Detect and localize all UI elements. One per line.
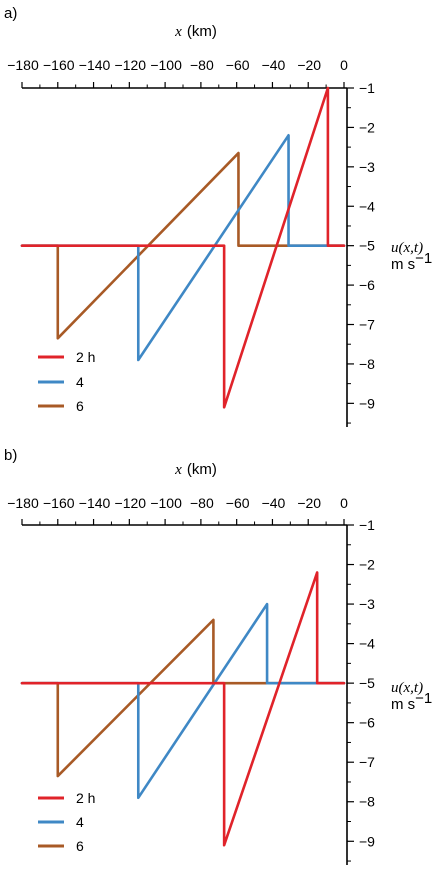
- y-tick-label: −2: [359, 557, 375, 573]
- y-axis-unit: m s−1: [391, 250, 432, 273]
- series-line-6: [20, 618, 346, 778]
- x-tick-label: −40: [262, 495, 286, 511]
- y-axis-unit-exponent: −1: [415, 690, 432, 707]
- y-tick-label: −1: [359, 80, 375, 96]
- y-tick-label: −5: [359, 238, 375, 254]
- x-tick-label: −140: [79, 57, 111, 73]
- x-tick-label: −160: [43, 495, 75, 511]
- x-tick-label: −20: [297, 495, 321, 511]
- panel-label: a): [4, 5, 17, 22]
- y-axis-unit-exponent: −1: [415, 250, 432, 267]
- legend-label: 2 h: [76, 790, 95, 806]
- x-tick-label: −80: [190, 495, 214, 511]
- y-tick-label: −2: [359, 119, 375, 135]
- x-tick-label: 0: [340, 57, 348, 73]
- x-axis-unit: (km): [187, 23, 217, 40]
- y-tick-label: −3: [359, 159, 375, 175]
- panel-b: b) x (km) −180 −160 −140 −120 −100 −80 −60 −40 −20 0…: [4, 447, 432, 865]
- y-axis-label: u(x,t): [391, 680, 423, 696]
- y-axis-unit: m s−1: [391, 690, 432, 713]
- x-tick-label: −180: [7, 495, 39, 511]
- legend-label: 4: [76, 374, 84, 390]
- y-tick-label: −3: [359, 596, 375, 612]
- legend: 2 h 4 6: [38, 349, 95, 414]
- x-tick-label: −120: [115, 495, 147, 511]
- x-tick-label: −80: [190, 57, 214, 73]
- y-tick-label: −9: [359, 395, 375, 411]
- y-tick-label: −7: [359, 754, 375, 770]
- x-axis-variable: x: [174, 24, 182, 40]
- x-axis-title: x (km): [174, 461, 217, 478]
- legend-label: 6: [76, 838, 84, 854]
- series-line-2h: [20, 86, 346, 409]
- legend-label: 4: [76, 814, 84, 830]
- legend-label: 2 h: [76, 349, 95, 365]
- y-tick-label: −7: [359, 317, 375, 333]
- x-tick-label: −60: [226, 57, 250, 73]
- y-tick-label: −8: [359, 356, 375, 372]
- y-axis-label: u(x,t): [391, 240, 423, 256]
- y-axis-unit-base: m s: [391, 256, 415, 273]
- x-tick-label: −20: [297, 57, 321, 73]
- legend-label: 6: [76, 398, 84, 414]
- y-tick-label: −6: [359, 277, 375, 293]
- y-tick-label: −1: [359, 517, 375, 533]
- x-axis-title: x (km): [174, 23, 217, 40]
- x-tick-label: −180: [7, 57, 39, 73]
- y-tick-label: −6: [359, 715, 375, 731]
- x-tick-label: −40: [262, 57, 286, 73]
- x-axis-unit: (km): [187, 461, 217, 478]
- series-line-2h: [20, 571, 346, 847]
- x-tick-label: 0: [340, 495, 348, 511]
- legend: 2 h 4 6: [38, 790, 95, 854]
- x-tick-label: −100: [150, 495, 182, 511]
- x-axis-variable: x: [174, 462, 182, 478]
- x-tick-label: −160: [43, 57, 75, 73]
- y-tick-label: −4: [359, 636, 375, 652]
- y-tick-label: −8: [359, 794, 375, 810]
- y-axis-unit-base: m s: [391, 696, 415, 713]
- panel-a: a) x (km) −180 −160 −140 −120 −100 −80 −60 −40 −20 0…: [4, 5, 432, 427]
- y-tick-label: −4: [359, 198, 375, 214]
- x-tick-label: −140: [79, 495, 111, 511]
- panel-label: b): [4, 447, 17, 464]
- x-tick-label: −100: [150, 57, 182, 73]
- x-tick-label: −120: [115, 57, 147, 73]
- x-tick-label: −60: [226, 495, 250, 511]
- y-tick-label: −5: [359, 675, 375, 691]
- y-tick-label: −9: [359, 833, 375, 849]
